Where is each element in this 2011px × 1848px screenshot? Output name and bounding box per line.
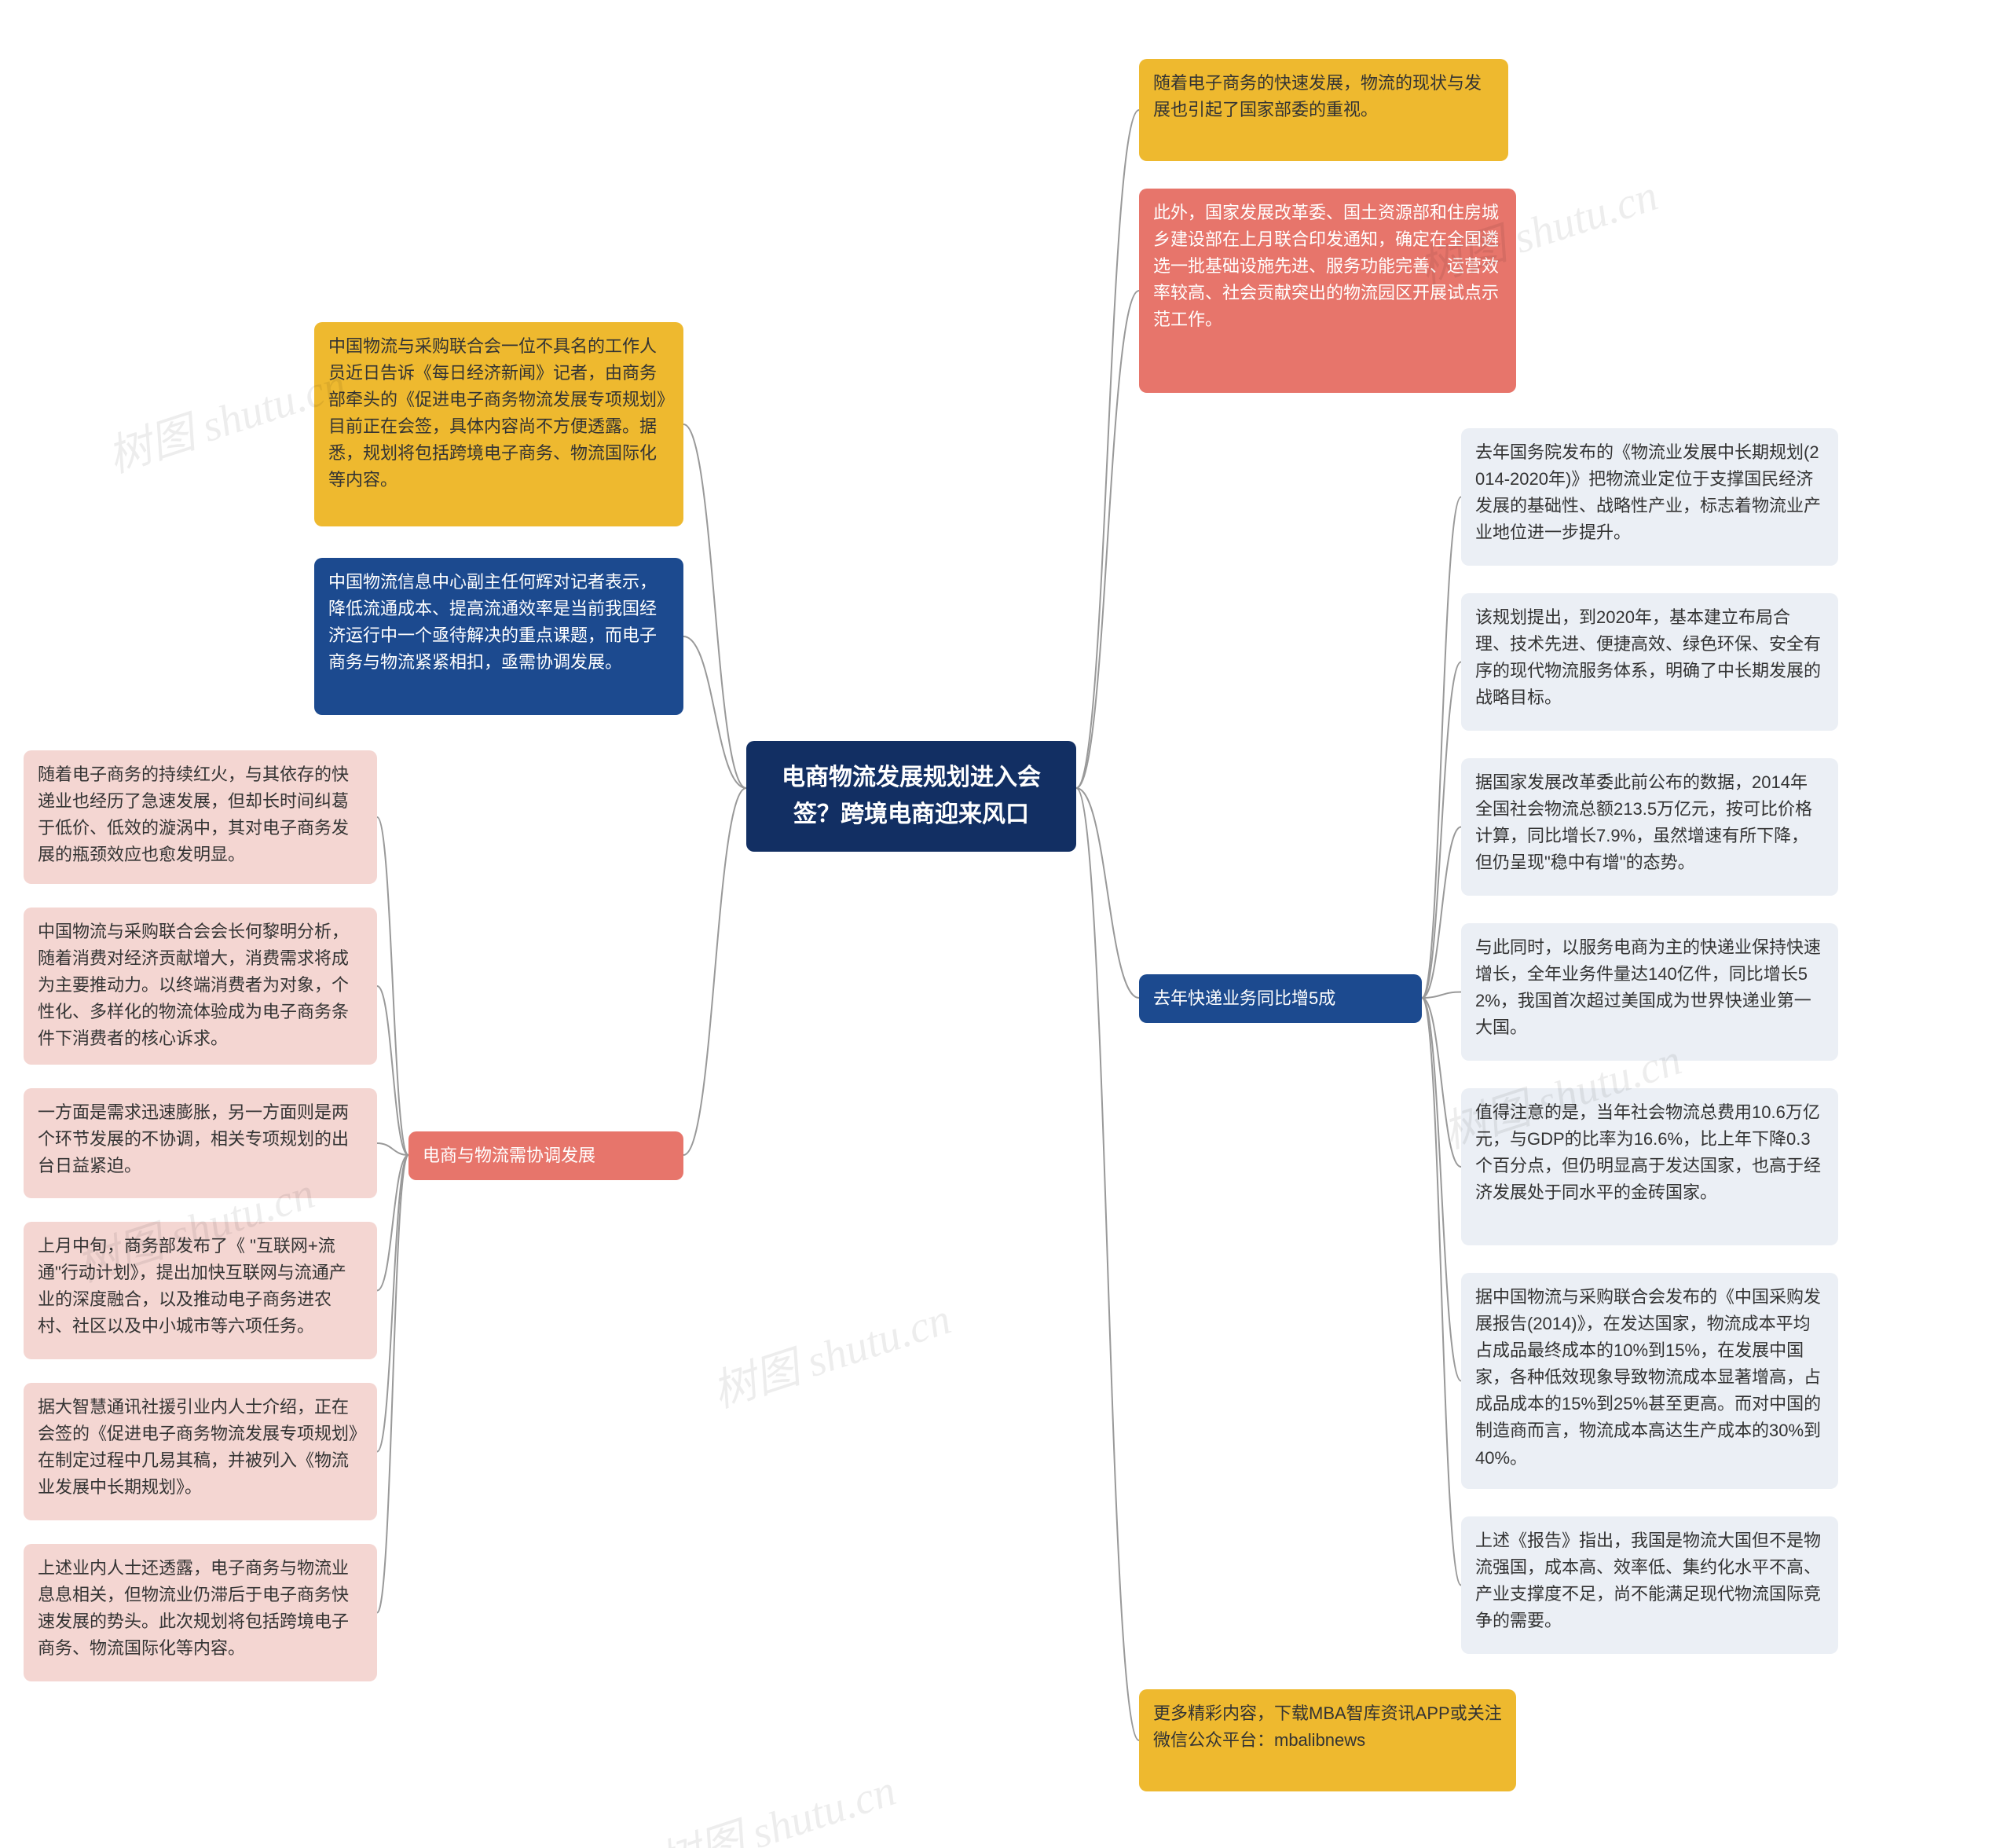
- mindmap-node: 更多精彩内容，下载MBA智库资讯APP或关注微信公众平台：mbalibnews: [1139, 1689, 1516, 1791]
- mindmap-node: 据国家发展改革委此前公布的数据，2014年全国社会物流总额213.5万亿元，按可…: [1461, 758, 1838, 896]
- mindmap-node: 据中国物流与采购联合会发布的《中国采购发展报告(2014)》，在发达国家，物流成…: [1461, 1273, 1838, 1489]
- connector: [1422, 662, 1461, 999]
- connector: [1422, 992, 1461, 999]
- connector: [1422, 998, 1461, 1586]
- watermark: 树图 shutu.cn: [703, 1283, 958, 1420]
- mindmap-node: 一方面是需求迅速膨胀，另一方面则是两个环节发展的不协调，相关专项规划的出台日益紧…: [24, 1088, 377, 1198]
- connector: [1422, 998, 1461, 1381]
- mindmap-node: 与此同时，以服务电商为主的快递业保持快速增长，全年业务件量达140亿件，同比增长…: [1461, 923, 1838, 1061]
- mindmap-node: 上月中旬，商务部发布了《 "互联网+流通"行动计划》，提出加快互联网与流通产业的…: [24, 1222, 377, 1359]
- mindmap-node: 去年快递业务同比增5成: [1139, 974, 1422, 1023]
- mindmap-node: 此外，国家发展改革委、国土资源部和住房城乡建设部在上月联合印发通知，确定在全国遴…: [1139, 189, 1516, 393]
- connector: [683, 636, 746, 788]
- connector: [1076, 788, 1139, 998]
- mindmap-node: 上述业内人士还透露，电子商务与物流业息息相关，但物流业仍滞后于电子商务快速发展的…: [24, 1544, 377, 1681]
- mindmap-node: 中国物流与采购联合会一位不具名的工作人员近日告诉《每日经济新闻》记者，由商务部牵…: [314, 322, 683, 526]
- connector: [1076, 291, 1139, 788]
- connector: [377, 1155, 408, 1613]
- connector: [1422, 998, 1461, 1167]
- connector: [377, 986, 408, 1155]
- mindmap-node: 值得注意的是，当年社会物流总费用10.6万亿元，与GDP的比率为16.6%，比上…: [1461, 1088, 1838, 1245]
- connector: [377, 1143, 408, 1155]
- mindmap-node: 中国物流信息中心副主任何辉对记者表示，降低流通成本、提高流通效率是当前我国经济运…: [314, 558, 683, 715]
- mindmap-node: 中国物流与采购联合会会长何黎明分析，随着消费对经济贡献增大，消费需求将成为主要推…: [24, 908, 377, 1065]
- connector: [1076, 110, 1139, 788]
- connector: [1422, 497, 1461, 999]
- connector: [377, 1155, 408, 1452]
- mindmap-node: 该规划提出，到2020年，基本建立布局合理、技术先进、便捷高效、绿色环保、安全有…: [1461, 593, 1838, 731]
- connector: [1422, 827, 1461, 999]
- mindmap-node: 上述《报告》指出，我国是物流大国但不是物流强国，成本高、效率低、集约化水平不高、…: [1461, 1516, 1838, 1654]
- connector: [1076, 788, 1139, 1740]
- root-node: 电商物流发展规划进入会签？跨境电商迎来风口: [746, 741, 1076, 852]
- mindmap-node: 去年国务院发布的《物流业发展中长期规划(2014-2020年)》把物流业定位于支…: [1461, 428, 1838, 566]
- connector: [377, 1155, 408, 1291]
- connector: [683, 424, 746, 788]
- mindmap-node: 据大智慧通讯社援引业内人士介绍，正在会签的《促进电子商务物流发展专项规划》在制定…: [24, 1383, 377, 1520]
- mindmap-node: 随着电子商务的持续红火，与其依存的快递业也经历了急速发展，但却长时间纠葛于低价、…: [24, 750, 377, 884]
- watermark: 树图 shutu.cn: [648, 1754, 903, 1848]
- mindmap-node: 电商与物流需协调发展: [408, 1131, 683, 1180]
- connector: [377, 817, 408, 1155]
- connector: [683, 788, 746, 1155]
- mindmap-node: 随着电子商务的快速发展，物流的现状与发展也引起了国家部委的重视。: [1139, 59, 1508, 161]
